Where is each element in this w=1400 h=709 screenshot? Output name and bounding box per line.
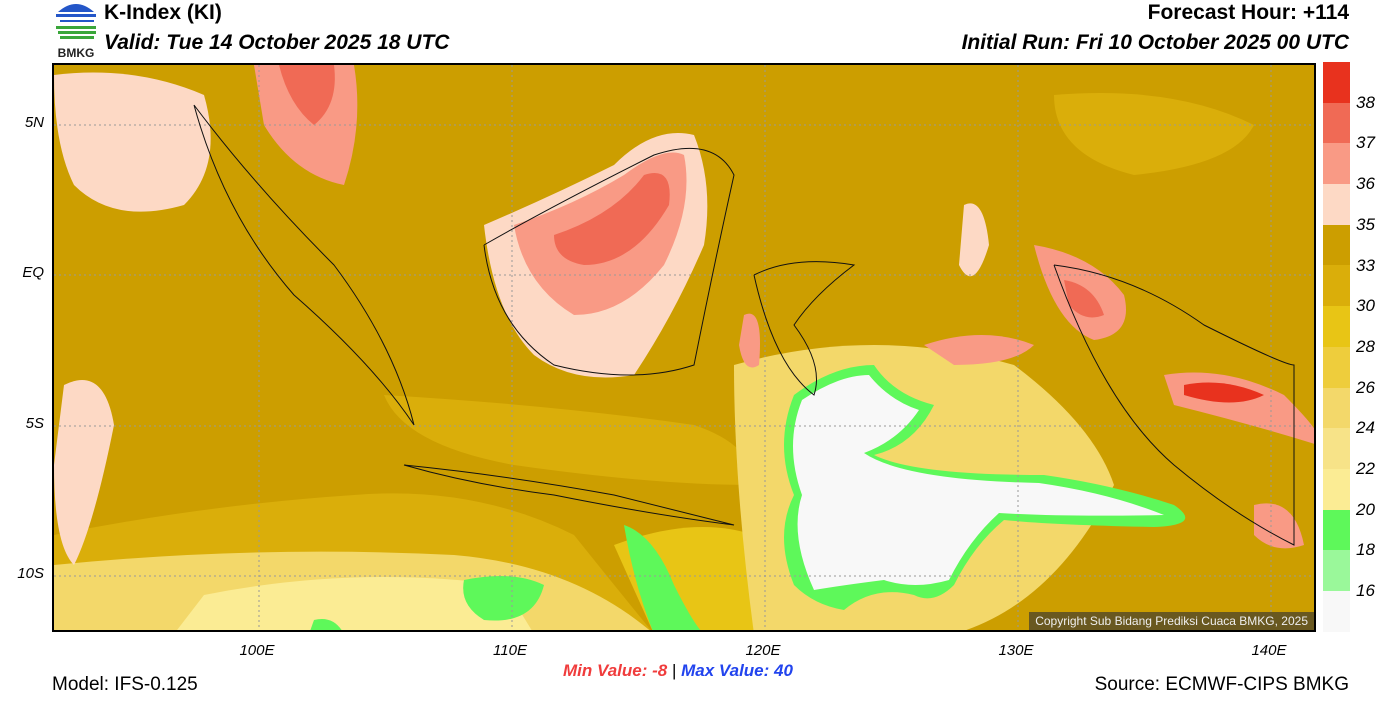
colorbar-segment [1323, 590, 1350, 632]
lon-label: 120E [745, 642, 781, 659]
colorbar [1323, 62, 1350, 632]
lon-label: 110E [493, 642, 527, 659]
colorbar-segment [1323, 184, 1350, 225]
colorbar-segment [1323, 346, 1350, 388]
colorbar-label: 30 [1356, 296, 1375, 316]
map-field [54, 65, 1314, 630]
svg-text:BMKG: BMKG [58, 46, 95, 60]
colorbar-segment [1323, 62, 1350, 103]
colorbar-label: 37 [1356, 133, 1375, 153]
colorbar-label: 35 [1356, 214, 1375, 234]
colorbar-segment [1323, 143, 1350, 185]
colorbar-label: 22 [1356, 459, 1375, 478]
min-max-values: Min Value: -8 | Max Value: 40 [563, 661, 793, 681]
colorbar-label: 38 [1356, 92, 1375, 112]
colorbar-label: 20 [1356, 499, 1375, 519]
initial-run: Initial Run: Fri 10 October 2025 00 UTC [961, 31, 1349, 54]
colorbar-segment [1323, 509, 1350, 551]
lat-label: 5S [25, 415, 44, 432]
colorbar-segment [1323, 387, 1350, 429]
colorbar-label: 33 [1356, 255, 1375, 275]
lat-label: 5N [24, 114, 44, 131]
separator: | [671, 661, 677, 680]
colorbar-label: 28 [1356, 336, 1375, 356]
forecast-hour: Forecast Hour: +114 [1147, 1, 1349, 24]
colorbar-segment [1323, 265, 1350, 307]
min-value: Min Value: -8 [563, 661, 668, 680]
colorbar-segment [1323, 102, 1350, 144]
lat-label: 10S [17, 565, 44, 582]
colorbar-segment [1323, 428, 1350, 469]
bmkg-logo: BMKG [52, 0, 100, 60]
colorbar-segment [1323, 468, 1350, 510]
colorbar-label: 18 [1356, 540, 1375, 560]
colorbar-label: 36 [1356, 174, 1375, 194]
source-label: Source: ECMWF-CIPS BMKG [1094, 674, 1349, 695]
colorbar-label: 24 [1356, 418, 1375, 438]
model-label: Model: IFS-0.125 [52, 674, 198, 695]
colorbar-segment [1323, 224, 1350, 266]
valid-time: Valid: Tue 14 October 2025 18 UTC [104, 31, 450, 54]
lon-label: 100E [239, 642, 275, 659]
k-index-map[interactable]: Copyright Sub Bidang Prediksi Cuaca BMKG… [52, 63, 1316, 632]
copyright-notice: Copyright Sub Bidang Prediksi Cuaca BMKG… [1029, 612, 1314, 630]
lon-label: 130E [998, 642, 1034, 659]
colorbar-label: 26 [1356, 377, 1375, 397]
colorbar-segment [1323, 550, 1350, 591]
lat-label: EQ [22, 264, 44, 281]
lon-label: 140E [1251, 642, 1287, 659]
colorbar-segment [1323, 306, 1350, 347]
chart-title: K-Index (KI) [104, 1, 222, 24]
max-value: Max Value: 40 [681, 661, 793, 680]
colorbar-label: 16 [1356, 581, 1375, 601]
